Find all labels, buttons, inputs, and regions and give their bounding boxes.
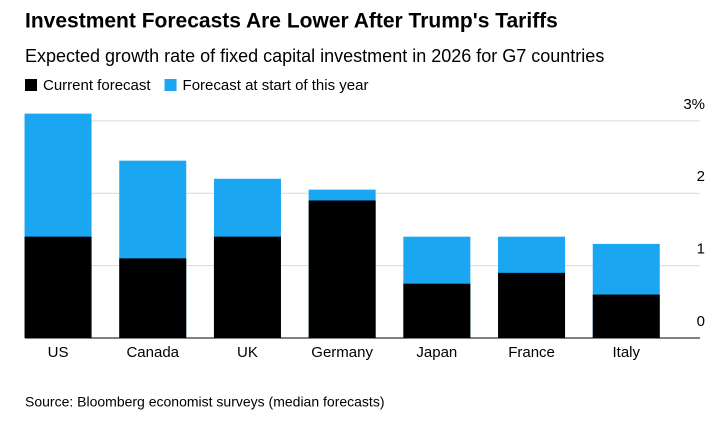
bar [592,294,660,338]
chart-title: Investment Forecasts Are Lower After Tru… [25,10,558,33]
x-tick-label: UK [237,344,258,361]
bar [24,236,92,338]
bar [403,283,471,338]
legend-swatch [25,79,37,91]
y-tick-label: 3% [683,96,705,113]
x-tick-label: Germany [311,344,373,361]
x-tick-label: Japan [416,344,457,361]
x-tick-label: Italy [612,344,640,361]
y-tick-label: 2 [697,168,705,185]
x-tick-label: France [508,344,555,361]
chart-subtitle: Expected growth rate of fixed capital in… [25,46,604,66]
y-tick-label: 0 [697,313,705,330]
bar [308,200,376,338]
source-note: Source: Bloomberg economist surveys (med… [25,394,384,410]
legend-label: Forecast at start of this year [183,77,369,94]
legend-label: Current forecast [43,77,151,94]
bar [498,272,566,338]
legend-swatch [164,79,177,91]
bar [213,236,281,338]
x-tick-label: Canada [126,344,179,361]
y-tick-label: 1 [697,241,705,258]
bar [119,258,187,338]
x-tick-label: US [48,344,69,361]
